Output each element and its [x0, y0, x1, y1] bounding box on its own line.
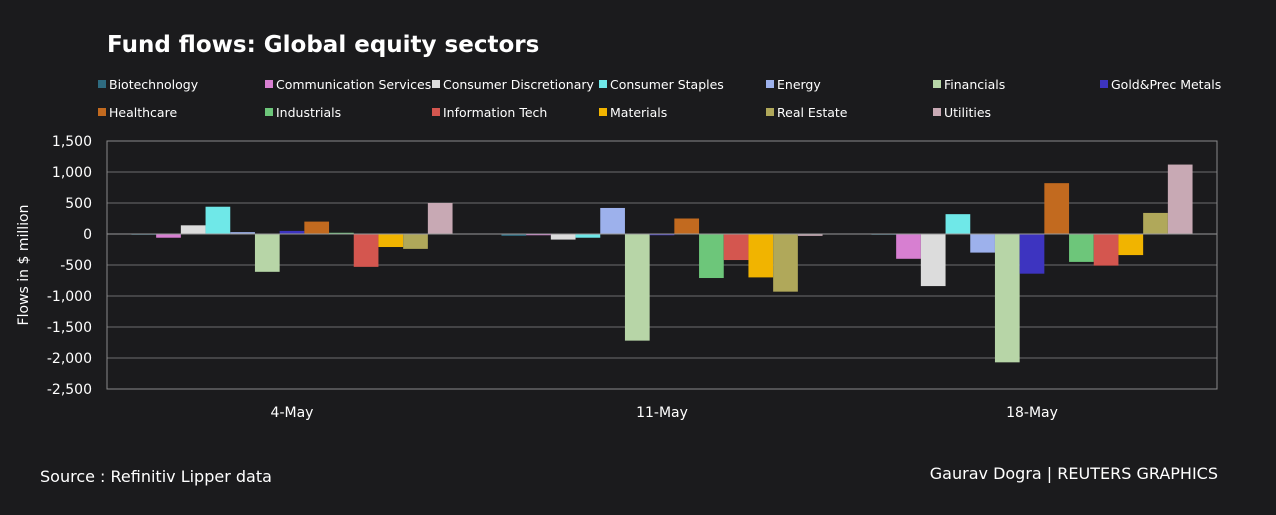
legend-swatch — [933, 108, 941, 116]
legend-label: Consumer Staples — [610, 77, 724, 92]
bar-energy-18-may — [970, 234, 995, 253]
bar-consumer-discretionary-11-may — [550, 234, 576, 240]
y-tick-label: 1,000 — [52, 165, 92, 181]
legend-swatch — [432, 108, 440, 116]
legend-swatch — [766, 108, 774, 116]
y-axis-ticks: -2,500 -2,000 -1,500 -1,000 -500 0 500 1,000 1,5… — [47, 134, 92, 398]
x-tick-label: 4-May — [271, 405, 314, 421]
y-tick-label: -2,500 — [47, 382, 92, 398]
y-tick-label: -2,000 — [47, 351, 92, 367]
legend-label: Materials — [610, 105, 667, 120]
legend-swatch — [599, 80, 607, 88]
source-note: Source : Refinitiv Lipper data — [40, 467, 272, 486]
legend-swatch — [98, 108, 106, 116]
legend-item-energy: Energy — [766, 77, 821, 92]
legend-item-information-tech: Information Tech — [432, 105, 547, 120]
bar-materials-4-may — [378, 234, 404, 248]
x-tick-label: 11-May — [636, 405, 688, 421]
bar-information-tech-4-may — [353, 234, 379, 267]
legend: Biotechnology Communication Services Consu… — [98, 77, 1221, 120]
bar-real-estate-11-may — [773, 234, 798, 292]
bar-communication-services-11-may — [526, 234, 551, 236]
legend-swatch — [933, 80, 941, 88]
bar-gold-prec-metals-18-may — [1019, 234, 1045, 274]
bar-healthcare-18-may — [1044, 183, 1070, 234]
y-axis-title: Flows in $ million — [16, 205, 32, 326]
legend-swatch — [265, 108, 273, 116]
legend-swatch — [432, 80, 440, 88]
bar-materials-18-may — [1118, 234, 1144, 256]
credit-note: Gaurav Dogra | REUTERS GRAPHICS — [930, 464, 1218, 483]
bar-energy-11-may — [600, 207, 625, 234]
legend-label: Energy — [777, 77, 821, 92]
bar-industrials-4-may — [329, 232, 354, 234]
bar-consumer-discretionary-4-may — [180, 225, 206, 234]
legend-label: Financials — [944, 77, 1005, 92]
bar-financials-4-may — [254, 234, 280, 272]
legend-item-consumer-discretionary: Consumer Discretionary — [432, 77, 594, 92]
bar-financials-11-may — [624, 234, 650, 341]
bar-biotechnology-11-may — [501, 234, 527, 236]
bar-gold-prec-metals-11-may — [649, 234, 675, 236]
x-axis-ticks: 4-May 11-May 18-May — [271, 405, 1058, 421]
legend-swatch — [1100, 80, 1108, 88]
legend-item-healthcare: Healthcare — [98, 105, 177, 120]
bar-utilities-11-may — [797, 234, 823, 236]
legend-swatch — [98, 80, 106, 88]
bar-information-tech-18-may — [1093, 234, 1119, 266]
bar-utilities-18-may — [1167, 164, 1193, 234]
legend-swatch — [766, 80, 774, 88]
legend-item-utilities: Utilities — [933, 105, 991, 120]
bar-healthcare-11-may — [674, 218, 700, 234]
legend-label: Biotechnology — [109, 77, 199, 92]
legend-item-industrials: Industrials — [265, 105, 341, 120]
y-tick-label: -1,000 — [47, 289, 92, 305]
y-tick-label: -500 — [60, 258, 92, 274]
bar-communication-services-4-may — [156, 234, 181, 238]
bar-consumer-staples-18-may — [945, 214, 971, 234]
legend-label: Gold&Prec Metals — [1111, 77, 1221, 92]
chart-title: Fund flows: Global equity sectors — [107, 32, 539, 58]
legend-item-biotechnology: Biotechnology — [98, 77, 199, 92]
bar-industrials-18-may — [1069, 234, 1094, 262]
bar-consumer-discretionary-18-may — [920, 234, 946, 287]
legend-swatch — [599, 108, 607, 116]
bar-real-estate-18-may — [1143, 212, 1168, 234]
y-tick-label: 0 — [83, 227, 92, 243]
bar-consumer-staples-4-may — [205, 206, 231, 234]
bar-communication-services-18-may — [896, 234, 921, 259]
legend-label: Consumer Discretionary — [443, 77, 594, 92]
bar-utilities-4-may — [427, 203, 453, 234]
legend-item-communication-services: Communication Services — [265, 77, 431, 92]
legend-item-financials: Financials — [933, 77, 1005, 92]
bar-energy-4-may — [230, 232, 255, 234]
x-tick-label: 18-May — [1006, 405, 1058, 421]
legend-item-consumer-staples: Consumer Staples — [599, 77, 724, 92]
y-tick-label: 1,500 — [52, 134, 92, 150]
plot-frame — [106, 140, 1218, 390]
legend-label: Healthcare — [109, 105, 177, 120]
legend-swatch — [265, 80, 273, 88]
legend-label: Real Estate — [777, 105, 848, 120]
legend-item-real-estate: Real Estate — [766, 105, 848, 120]
y-tick-label: -1,500 — [47, 320, 92, 336]
legend-label: Industrials — [276, 105, 341, 120]
legend-label: Communication Services — [276, 77, 431, 92]
bar-industrials-11-may — [699, 234, 724, 279]
bar-information-tech-11-may — [723, 234, 749, 261]
legend-item-materials: Materials — [599, 105, 667, 120]
legend-label: Information Tech — [443, 105, 547, 120]
bar-gold-prec-metals-4-may — [279, 230, 305, 234]
bar-real-estate-4-may — [403, 234, 428, 249]
legend-item-gold-prec-metals: Gold&Prec Metals — [1100, 77, 1221, 92]
legend-label: Utilities — [944, 105, 991, 120]
bars — [107, 164, 1217, 363]
y-tick-label: 500 — [65, 196, 92, 212]
bar-consumer-staples-11-may — [575, 234, 601, 238]
bar-healthcare-4-may — [304, 221, 330, 234]
bar-materials-11-may — [748, 234, 774, 278]
bar-financials-18-may — [994, 234, 1020, 363]
